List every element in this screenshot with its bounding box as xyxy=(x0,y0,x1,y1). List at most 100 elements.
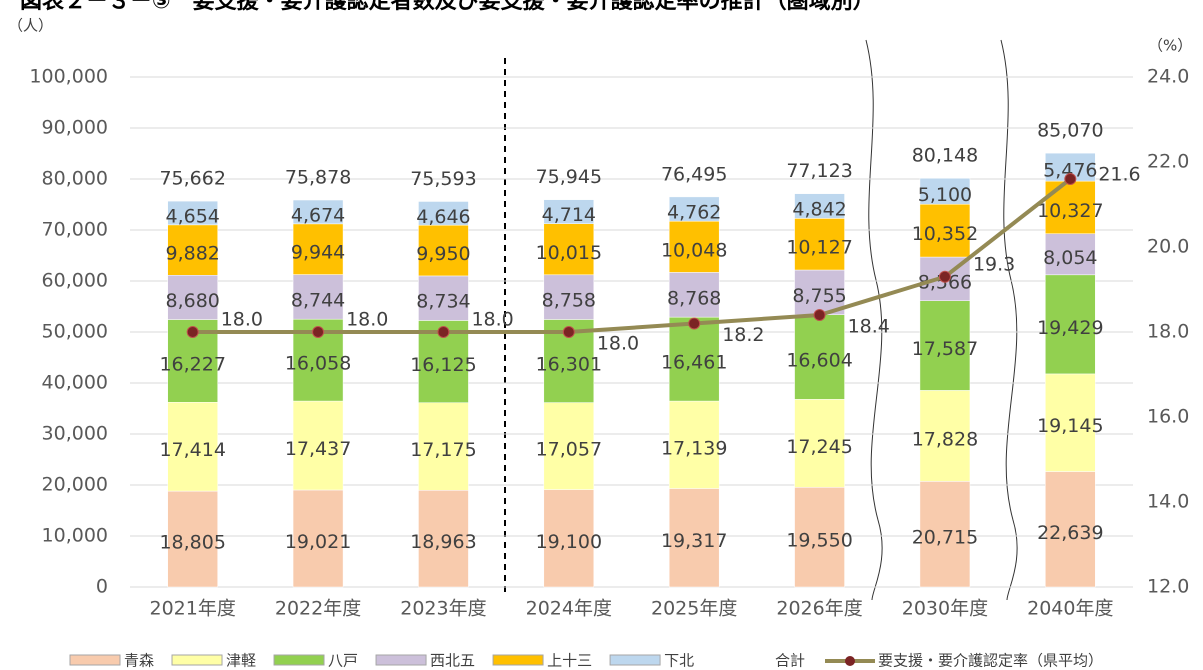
rate-label: 18.0 xyxy=(221,309,263,331)
bar-segment xyxy=(543,223,595,276)
x-tick-label: 2040年度 xyxy=(1027,598,1113,620)
y-tick-label: 100,000 xyxy=(29,66,108,88)
rate-label: 18.0 xyxy=(471,309,513,331)
y2-axis-label: （%） xyxy=(1148,37,1192,55)
rate-marker xyxy=(437,326,450,338)
data-label: 8,054 xyxy=(1043,247,1097,269)
bar-segment xyxy=(167,275,218,320)
rate-label: 18.0 xyxy=(597,333,639,355)
bar-segment xyxy=(919,300,971,391)
data-label: 10,352 xyxy=(912,223,978,245)
y-tick-label: 70,000 xyxy=(42,219,108,241)
bar-segment xyxy=(418,275,469,321)
bar-segment xyxy=(418,201,469,226)
data-label: 19,021 xyxy=(285,531,351,553)
y2-tick-label: 16.0 xyxy=(1147,406,1189,428)
data-label: 4,714 xyxy=(542,204,596,226)
bar-segment xyxy=(794,218,845,271)
rate-label: 18.4 xyxy=(848,316,890,338)
data-label: 5,100 xyxy=(918,184,972,206)
total-label: 75,662 xyxy=(159,168,225,190)
legend-label: 青森 xyxy=(124,652,154,670)
bar-segment xyxy=(794,399,845,488)
bar-segment xyxy=(543,489,595,588)
x-tick-label: 2023年度 xyxy=(400,598,486,620)
rate-label: 18.2 xyxy=(722,324,764,346)
rate-line xyxy=(192,177,1072,334)
data-label: 17,587 xyxy=(912,338,978,360)
data-label: 18,963 xyxy=(410,531,476,553)
legend-swatch xyxy=(69,654,121,666)
total-label: 75,593 xyxy=(410,168,476,190)
data-label: 10,127 xyxy=(786,237,852,259)
legend-label: 合計 xyxy=(775,652,805,670)
data-label: 8,680 xyxy=(165,290,219,312)
break-line xyxy=(865,39,883,601)
data-label: 19,550 xyxy=(786,530,852,552)
data-label: 17,057 xyxy=(536,439,602,461)
bar-segment xyxy=(167,490,218,588)
bar-segment xyxy=(167,200,218,226)
y-tick-label: 60,000 xyxy=(42,270,108,292)
y-tick-label: 0 xyxy=(96,576,108,598)
bar-segment xyxy=(292,223,344,275)
data-label: 19,317 xyxy=(661,530,727,552)
bar-segment xyxy=(292,274,344,320)
data-label: 16,604 xyxy=(786,350,852,372)
bar-segment xyxy=(543,199,595,224)
x-tick-label: 2026年度 xyxy=(776,598,862,620)
y-tick-label: 40,000 xyxy=(42,372,108,394)
data-label: 8,734 xyxy=(416,291,470,313)
bar-segment xyxy=(668,488,720,588)
bar-segment xyxy=(1045,471,1096,588)
y2-tick-label: 20.0 xyxy=(1147,236,1189,258)
data-label: 20,715 xyxy=(912,527,978,549)
y-tick-label: 50,000 xyxy=(42,321,108,343)
rate-marker xyxy=(312,326,325,338)
x-tick-label: 2024年度 xyxy=(526,598,612,620)
bar-segment xyxy=(794,193,845,219)
legend-label: 津軽 xyxy=(226,652,256,670)
data-label: 16,301 xyxy=(536,354,602,376)
legend-swatch xyxy=(492,654,544,666)
y2-tick-label: 14.0 xyxy=(1147,491,1189,513)
total-label: 75,878 xyxy=(285,167,351,189)
y-tick-label: 90,000 xyxy=(42,117,108,139)
legend-label: 八戸 xyxy=(328,652,358,670)
data-label: 17,245 xyxy=(786,436,852,458)
data-label: 4,654 xyxy=(165,205,219,227)
legend-label: 西北五 xyxy=(430,652,475,670)
data-label: 17,437 xyxy=(285,438,351,460)
data-label: 17,828 xyxy=(912,428,978,450)
total-label: 75,945 xyxy=(536,166,602,188)
total-label: 77,123 xyxy=(786,160,852,182)
data-label: 16,125 xyxy=(410,354,476,376)
bar-segment xyxy=(1045,233,1096,276)
total-label: 80,148 xyxy=(912,145,978,167)
break-line xyxy=(1000,39,1018,601)
data-label: 18,805 xyxy=(159,532,225,554)
bar-segment xyxy=(919,177,971,205)
legend-swatch xyxy=(845,656,855,666)
bar-segment xyxy=(418,224,469,277)
legend-swatch xyxy=(375,654,427,666)
bar-segment xyxy=(167,224,218,276)
chart-title: 図表２－３－③ 要支援・要介護認定者数及び要支援・要介護認定率の推計（圏域別） xyxy=(20,0,875,14)
data-label: 19,429 xyxy=(1037,317,1103,339)
x-tick-label: 2021年度 xyxy=(150,598,236,620)
y-axis-label: （人） xyxy=(8,17,53,35)
data-label: 4,762 xyxy=(667,202,721,224)
bar-segment xyxy=(919,390,971,482)
data-label: 8,744 xyxy=(291,289,345,311)
bar-segment xyxy=(292,400,344,491)
data-label: 16,461 xyxy=(661,352,727,374)
rate-label: 18.0 xyxy=(346,309,388,331)
y-tick-label: 80,000 xyxy=(42,168,108,190)
bar-segment xyxy=(668,316,720,402)
data-label: 9,950 xyxy=(416,243,470,265)
y2-tick-label: 24.0 xyxy=(1147,66,1189,88)
data-label: 4,842 xyxy=(792,199,846,221)
data-label: 17,139 xyxy=(661,437,727,459)
bar-segment xyxy=(668,400,720,489)
